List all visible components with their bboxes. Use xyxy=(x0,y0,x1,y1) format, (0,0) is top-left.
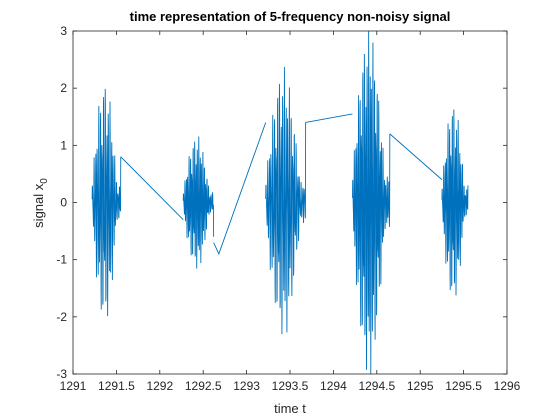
chart-title: time representation of 5-frequency non-n… xyxy=(130,9,451,24)
y-ticks: -3 -2 -1 0 1 2 3 xyxy=(56,24,507,381)
x-tick-label: 1296 xyxy=(494,379,521,393)
x-tick-label: 1295.5 xyxy=(445,379,482,393)
y-tick-label: -2 xyxy=(56,310,67,324)
x-ticks: 1291 1291.5 1292 1292.5 1293 1293.5 1294 1294.5… xyxy=(60,31,521,393)
x-tick-label: 1291 xyxy=(60,379,87,393)
signal-burst-2 xyxy=(182,136,215,269)
x-tick-label: 1295 xyxy=(407,379,434,393)
signal-burst-4 xyxy=(352,30,391,375)
y-tick-label: -1 xyxy=(56,253,67,267)
signal-connector-3 xyxy=(305,113,353,123)
signal-connector-1 xyxy=(120,156,184,220)
x-tick-label: 1292 xyxy=(146,379,173,393)
y-tick-label: 1 xyxy=(60,138,67,152)
x-axis-label: time t xyxy=(274,401,306,416)
y-tick-label: -3 xyxy=(56,367,67,381)
x-tick-label: 1292.5 xyxy=(185,379,222,393)
y-tick-label: 2 xyxy=(60,81,67,95)
y-axis-label-main: signal x xyxy=(31,183,46,228)
y-tick-label: 0 xyxy=(60,196,67,210)
x-tick-label: 1294.5 xyxy=(358,379,395,393)
signal-burst-1 xyxy=(91,88,122,317)
y-axis-label-subscript: 0 xyxy=(39,178,50,184)
signal-burst-3 xyxy=(265,66,307,335)
x-tick-label: 1293.5 xyxy=(272,379,309,393)
signal-burst-5 xyxy=(441,109,469,296)
series-layer xyxy=(91,30,469,375)
y-axis-label: signal x0 xyxy=(31,178,50,228)
signal-connector-2 xyxy=(213,122,267,256)
x-tick-label: 1291.5 xyxy=(98,379,135,393)
signal-connector-4 xyxy=(389,133,443,180)
x-tick-label: 1294 xyxy=(320,379,347,393)
x-tick-label: 1293 xyxy=(233,379,260,393)
y-tick-label: 3 xyxy=(60,24,67,38)
